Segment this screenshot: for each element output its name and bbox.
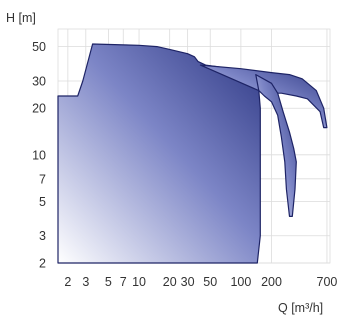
x-tick-label: 20: [163, 275, 177, 289]
x-tick-label: 30: [181, 275, 195, 289]
y-tick-labels: 2 3 5 7 10 20 30 50: [32, 40, 46, 270]
y-tick-label: 20: [32, 102, 46, 116]
main-envelope-area: [57, 43, 261, 264]
y-tick-label: 10: [32, 148, 46, 162]
x-tick-label: 2: [64, 275, 71, 289]
lower-lobe-area: [255, 74, 297, 217]
y-tick-label: 7: [39, 172, 46, 186]
x-tick-label: 10: [132, 275, 146, 289]
x-tick-label: 100: [230, 275, 251, 289]
x-axis-label: Q [m³/h]: [278, 301, 323, 315]
y-tick-label: 5: [39, 195, 46, 209]
x-tick-label: 5: [105, 275, 112, 289]
y-tick-label: 50: [32, 40, 46, 54]
x-tick-labels: 2 3 5 7 10 20 30 50 100 200 700: [64, 275, 337, 289]
y-axis-label: H [m]: [6, 11, 36, 25]
data-regions: [57, 43, 328, 264]
x-tick-label: 7: [120, 275, 127, 289]
x-tick-label: 3: [82, 275, 89, 289]
x-tick-label: 50: [203, 275, 217, 289]
y-tick-label: 3: [39, 229, 46, 243]
x-tick-label: 700: [317, 275, 338, 289]
y-tick-label: 2: [39, 257, 46, 271]
x-tick-label: 200: [261, 275, 282, 289]
y-tick-label: 30: [32, 74, 46, 88]
